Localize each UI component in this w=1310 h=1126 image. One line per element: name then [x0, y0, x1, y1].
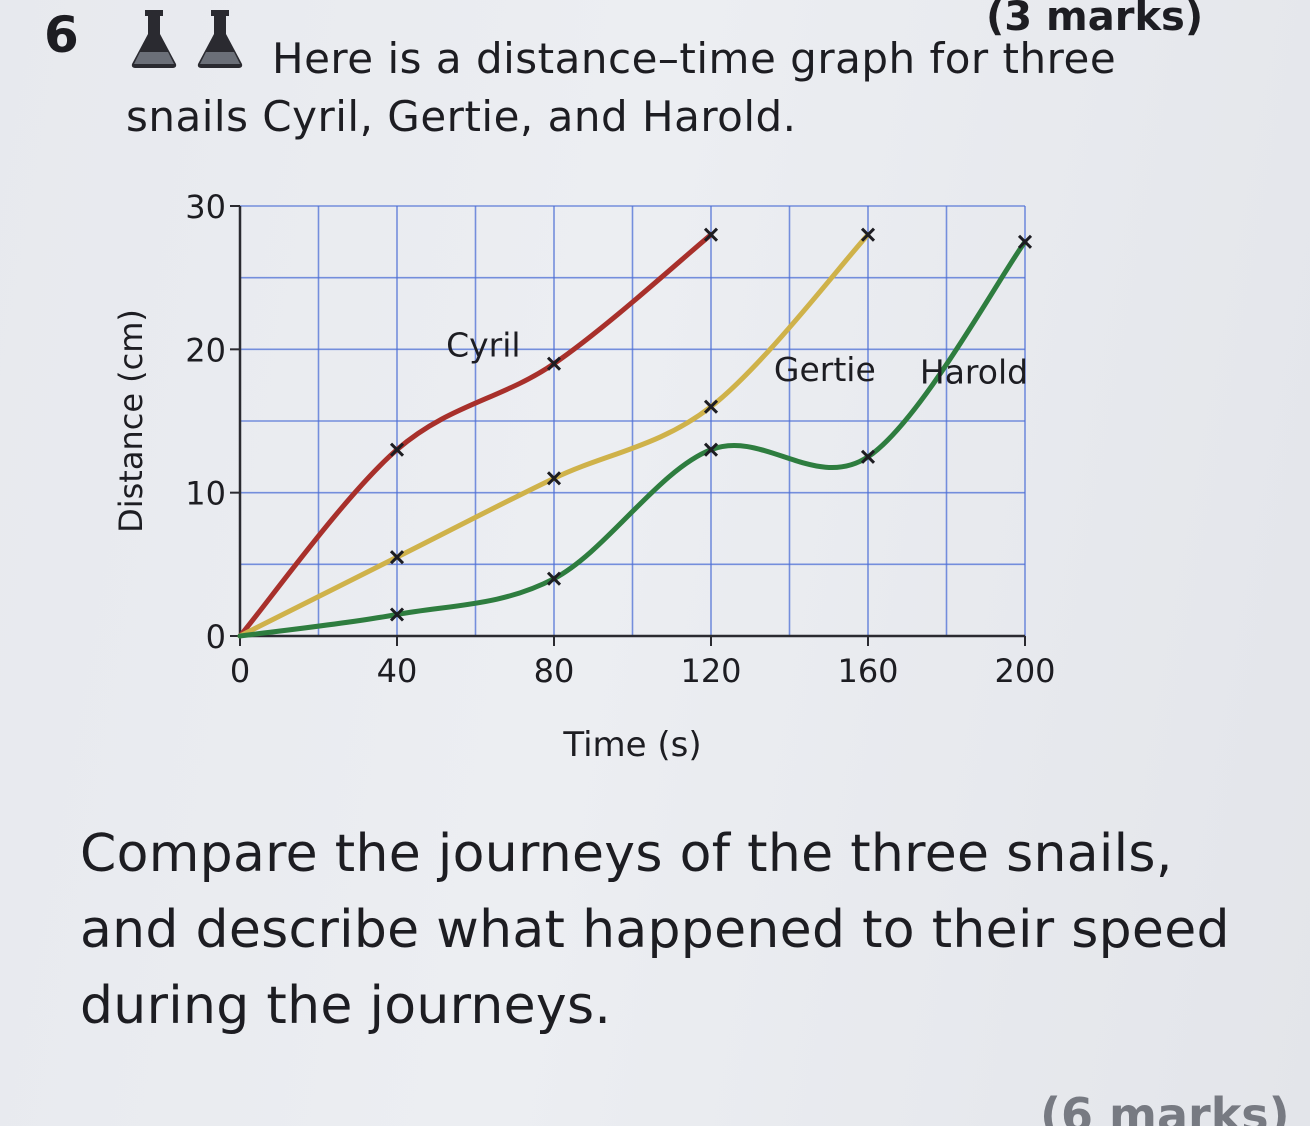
question-number: 6 — [44, 6, 79, 64]
labels: 0 10 20 30 0 40 80 120 160 200 Time (s) Distance (c… — [112, 188, 1056, 765]
x-axis-label: Time (s) — [562, 725, 701, 765]
data-point-marker — [389, 442, 405, 457]
markers — [389, 227, 1033, 622]
question-prompt: Here is a distance–time graph for three … — [126, 34, 1117, 141]
marks-label: (3 marks) — [986, 0, 1204, 40]
x-tick-label: 200 — [994, 652, 1055, 690]
y-tick-label: 10 — [185, 475, 226, 513]
data-point-marker — [1017, 234, 1033, 249]
y-tick-label: 20 — [185, 331, 226, 369]
data-point-marker — [389, 607, 405, 622]
axes — [230, 205, 1026, 646]
data-point-marker — [703, 227, 719, 242]
x-tick-label: 40 — [377, 652, 418, 690]
data-point-marker — [860, 449, 876, 464]
data-point-marker — [860, 227, 876, 242]
x-tick-label: 120 — [680, 652, 741, 690]
chart-svg: 0 10 20 30 0 40 80 120 160 200 Time (s) Distance (c… — [112, 188, 1056, 765]
question-task: Compare the journeys of the three snails… — [80, 824, 1230, 1036]
y-tick-label: 0 — [206, 618, 226, 656]
y-axis-label: Distance (cm) — [112, 309, 150, 533]
flask-icon — [194, 8, 246, 70]
data-point-marker — [546, 471, 562, 486]
data-point-marker — [389, 550, 405, 565]
distance-time-chart: 0 10 20 30 0 40 80 120 160 200 Time (s) Distance (c… — [100, 176, 1100, 796]
x-tick-label: 0 — [230, 652, 250, 690]
series-label-gertie: Gertie — [774, 350, 876, 389]
data-point-marker — [546, 571, 562, 586]
series-label-cyril: Cyril — [446, 326, 520, 365]
flask-icon — [128, 8, 180, 70]
series-label-harold: Harold — [920, 353, 1028, 392]
data-point-marker — [703, 399, 719, 414]
y-tick-label: 30 — [185, 188, 226, 226]
data-point-marker — [546, 356, 562, 371]
data-point-marker — [703, 442, 719, 457]
grid — [239, 205, 1026, 637]
x-tick-label: 80 — [534, 652, 575, 690]
series-line-cyril — [237, 232, 714, 639]
next-marks-label: (6 marks) — [1040, 1092, 1290, 1126]
x-tick-label: 160 — [837, 652, 898, 690]
